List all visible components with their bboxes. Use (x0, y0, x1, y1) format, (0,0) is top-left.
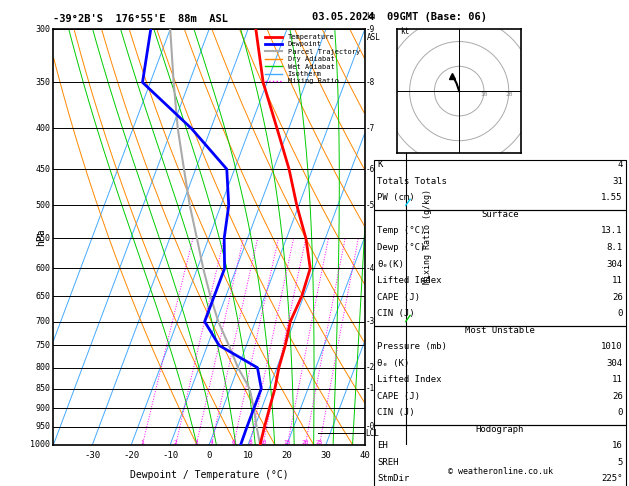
Text: 8.1: 8.1 (606, 243, 623, 252)
Text: -1: -1 (365, 384, 375, 393)
Text: 20: 20 (302, 440, 309, 445)
Text: -6: -6 (365, 165, 375, 174)
Text: 800: 800 (35, 363, 50, 372)
Text: 304: 304 (606, 359, 623, 368)
Text: 1: 1 (141, 440, 144, 445)
Text: 2: 2 (174, 440, 177, 445)
Text: 8: 8 (248, 440, 252, 445)
Text: 600: 600 (35, 264, 50, 273)
Text: 10: 10 (243, 451, 253, 460)
Text: 4: 4 (209, 440, 213, 445)
Text: K: K (377, 160, 383, 170)
Text: 20: 20 (282, 451, 292, 460)
Text: Lifted Index: Lifted Index (377, 276, 442, 285)
Text: 10: 10 (259, 440, 267, 445)
Text: 10: 10 (480, 92, 487, 97)
Text: ASL: ASL (366, 34, 381, 42)
Text: 850: 850 (35, 384, 50, 393)
Text: -39°2B'S  176°55'E  88m  ASL: -39°2B'S 176°55'E 88m ASL (53, 14, 228, 24)
Text: θₑ (K): θₑ (K) (377, 359, 409, 368)
Text: -10: -10 (162, 451, 178, 460)
Text: -0: -0 (365, 422, 375, 432)
Text: -20: -20 (123, 451, 140, 460)
Text: 650: 650 (35, 292, 50, 300)
Text: km: km (366, 12, 376, 21)
Text: Dewpoint / Temperature (°C): Dewpoint / Temperature (°C) (130, 469, 289, 480)
Text: 1.55: 1.55 (601, 193, 623, 203)
Text: StmDir: StmDir (377, 474, 409, 484)
Text: -8: -8 (365, 78, 375, 87)
Text: © weatheronline.co.uk: © weatheronline.co.uk (448, 467, 552, 476)
Text: 225°: 225° (601, 474, 623, 484)
Text: 550: 550 (35, 234, 50, 243)
Text: LCL: LCL (365, 429, 379, 438)
Text: θₑ(K): θₑ(K) (377, 260, 404, 269)
Text: 500: 500 (35, 201, 50, 210)
Text: 40: 40 (359, 451, 370, 460)
Text: -7: -7 (365, 124, 375, 133)
Text: Dewp (°C): Dewp (°C) (377, 243, 426, 252)
Text: 15: 15 (284, 440, 291, 445)
Text: 3: 3 (194, 440, 198, 445)
Text: 26: 26 (612, 293, 623, 302)
Text: CIN (J): CIN (J) (377, 408, 415, 417)
Text: 1000: 1000 (30, 440, 50, 449)
Text: 4: 4 (617, 160, 623, 170)
Text: kt: kt (399, 27, 409, 36)
Text: 11: 11 (612, 276, 623, 285)
Text: Hodograph: Hodograph (476, 425, 524, 434)
Text: EH: EH (377, 441, 388, 451)
Text: Surface: Surface (481, 210, 519, 219)
Text: CAPE (J): CAPE (J) (377, 392, 420, 401)
Text: 0: 0 (617, 408, 623, 417)
Text: 25: 25 (316, 440, 323, 445)
Text: 30: 30 (321, 451, 331, 460)
Text: hPa: hPa (36, 228, 46, 246)
Text: 0: 0 (617, 309, 623, 318)
Legend: Temperature, Dewpoint, Parcel Trajectory, Dry Adiabat, Wet Adiabat, Isotherm, Mi: Temperature, Dewpoint, Parcel Trajectory… (264, 33, 361, 86)
Text: 31: 31 (612, 177, 623, 186)
Text: 03.05.2024  09GMT (Base: 06): 03.05.2024 09GMT (Base: 06) (312, 12, 487, 22)
Text: Pressure (mb): Pressure (mb) (377, 342, 447, 351)
Text: 13.1: 13.1 (601, 226, 623, 236)
Text: -2: -2 (365, 363, 375, 372)
Text: -4: -4 (365, 264, 375, 273)
Text: 350: 350 (35, 78, 50, 87)
Text: -9: -9 (365, 25, 375, 34)
Text: 300: 300 (35, 25, 50, 34)
Text: -30: -30 (84, 451, 101, 460)
Text: 700: 700 (35, 317, 50, 326)
Text: 900: 900 (35, 404, 50, 413)
Text: 11: 11 (612, 375, 623, 384)
Text: Totals Totals: Totals Totals (377, 177, 447, 186)
Text: 750: 750 (35, 341, 50, 350)
Text: 950: 950 (35, 422, 50, 432)
Text: 400: 400 (35, 124, 50, 133)
Text: -5: -5 (365, 201, 375, 210)
Text: CAPE (J): CAPE (J) (377, 293, 420, 302)
Text: Lifted Index: Lifted Index (377, 375, 442, 384)
Text: PW (cm): PW (cm) (377, 193, 415, 203)
Text: 0: 0 (206, 451, 212, 460)
Text: 304: 304 (606, 260, 623, 269)
Text: SREH: SREH (377, 458, 399, 467)
Text: Temp (°C): Temp (°C) (377, 226, 426, 236)
Text: 20: 20 (505, 92, 513, 97)
Text: Most Unstable: Most Unstable (465, 326, 535, 335)
Text: 6: 6 (232, 440, 236, 445)
Text: 26: 26 (612, 392, 623, 401)
Text: 16: 16 (612, 441, 623, 451)
Text: 1010: 1010 (601, 342, 623, 351)
Text: 450: 450 (35, 165, 50, 174)
Text: 5: 5 (617, 458, 623, 467)
Text: CIN (J): CIN (J) (377, 309, 415, 318)
Text: Mixing Ratio (g/kg): Mixing Ratio (g/kg) (423, 190, 431, 284)
Text: -3: -3 (365, 317, 375, 326)
